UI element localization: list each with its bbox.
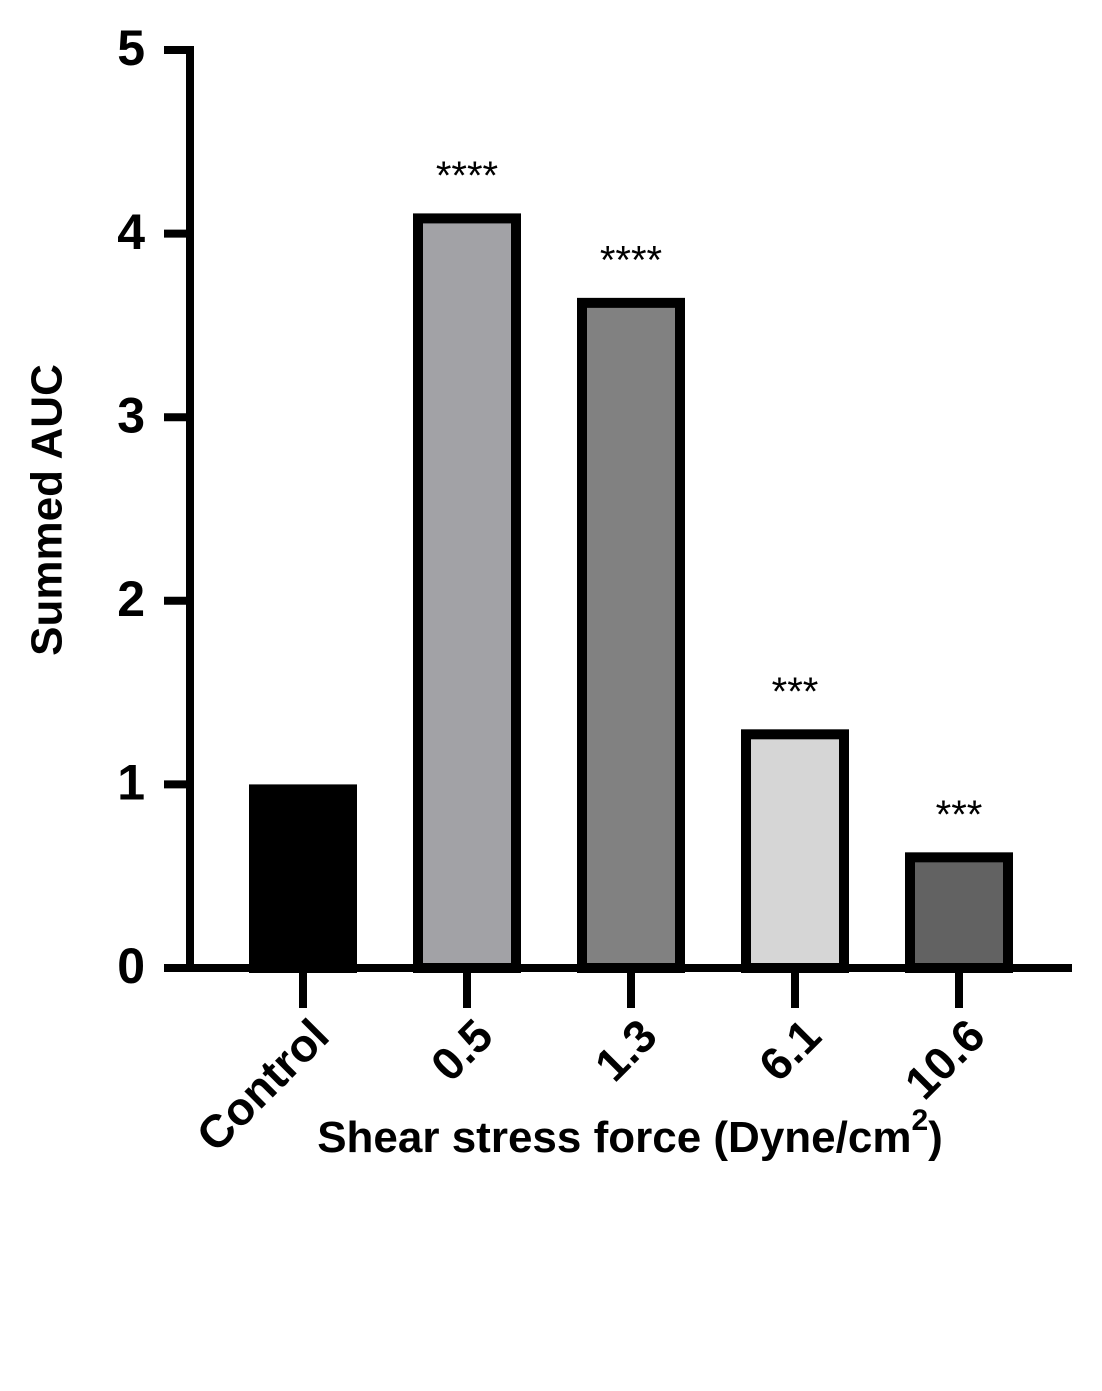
y-tick-label: 5 xyxy=(117,20,145,76)
bar xyxy=(741,729,849,973)
bar xyxy=(577,297,685,973)
x-axis-label-suffix: ) xyxy=(928,1113,943,1162)
x-tick-label: 0.5 xyxy=(421,1009,503,1091)
x-tick-label: 10.6 xyxy=(895,1009,995,1109)
bar xyxy=(905,852,1013,973)
significance-label: **** xyxy=(436,154,498,198)
bar xyxy=(413,213,521,974)
x-axis-label-superscript: 2 xyxy=(911,1104,928,1137)
significance-label: *** xyxy=(936,793,983,837)
x-tick-label: 6.1 xyxy=(749,1009,831,1091)
y-tick-label: 2 xyxy=(117,571,145,627)
y-axis-label: Summed AUC xyxy=(23,364,72,656)
y-tick-label: 3 xyxy=(117,387,145,443)
x-axis-label-text: Shear stress force (Dyne/cm xyxy=(317,1113,911,1162)
y-tick-label: 4 xyxy=(117,204,145,260)
x-tick-label: Control xyxy=(186,1009,338,1161)
significance-label: *** xyxy=(772,670,819,714)
bar xyxy=(249,784,357,974)
x-axis-label: Shear stress force (Dyne/cm2) xyxy=(317,1104,943,1162)
x-tick-label: 1.3 xyxy=(585,1009,667,1091)
y-tick-label: 1 xyxy=(117,755,145,811)
y-tick-label: 0 xyxy=(117,938,145,994)
significance-label: **** xyxy=(600,238,662,282)
